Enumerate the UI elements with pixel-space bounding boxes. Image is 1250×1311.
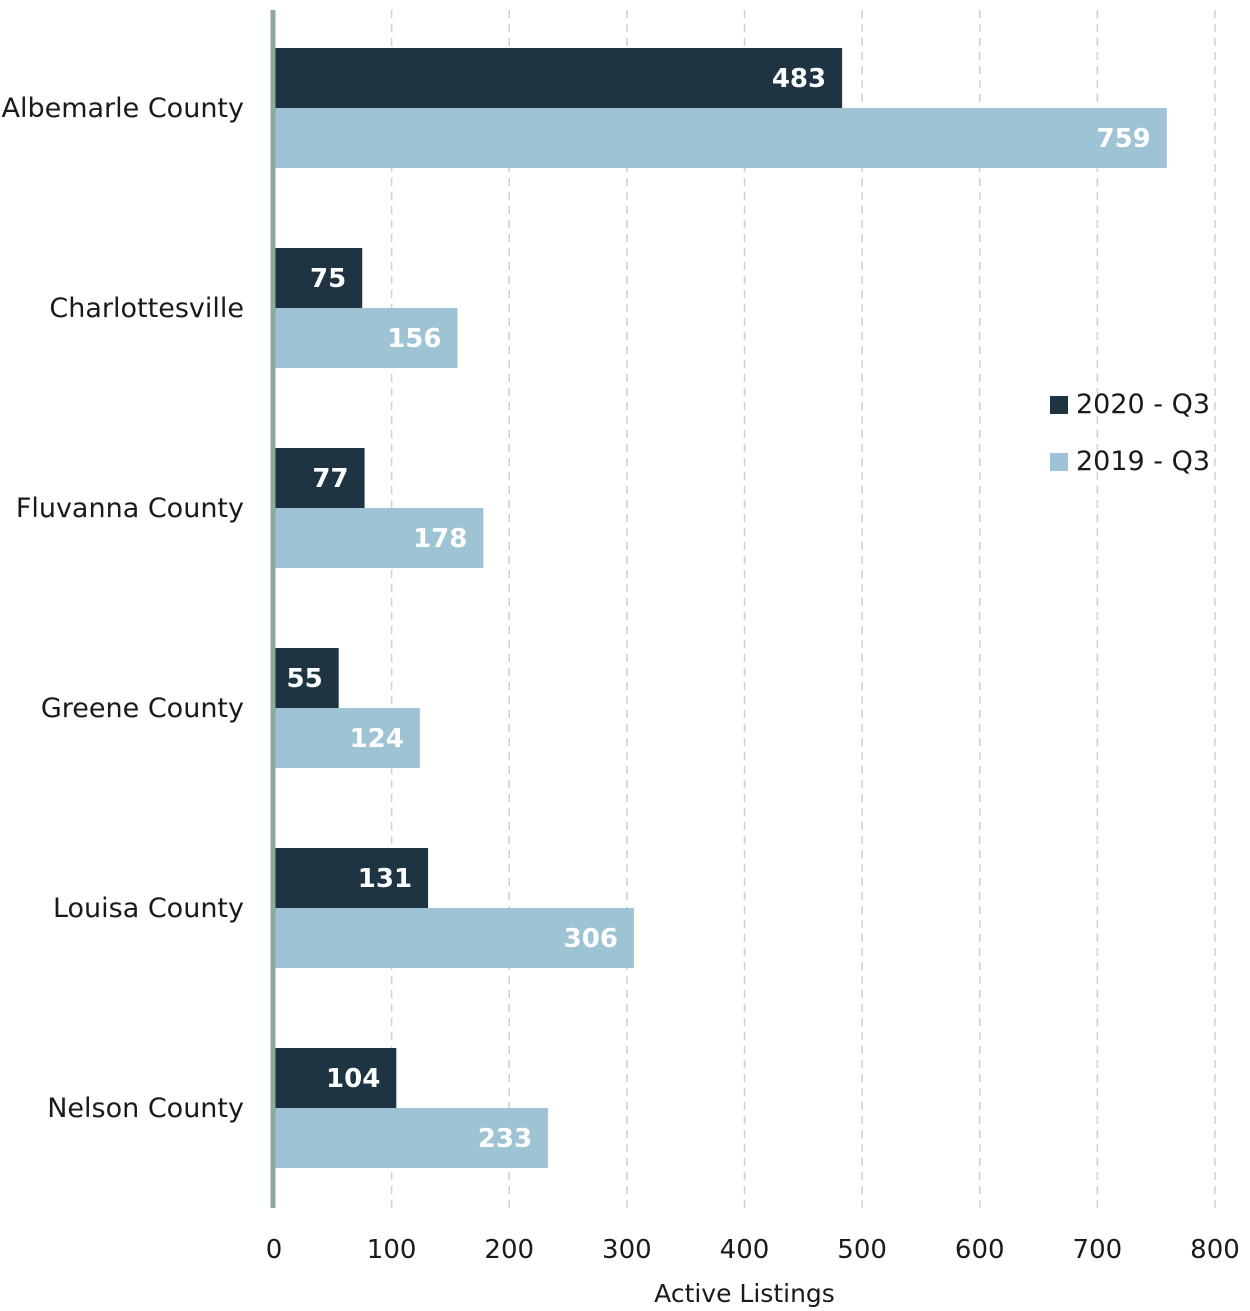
bar bbox=[275, 248, 363, 308]
legend-label: 2019 - Q3 bbox=[1076, 446, 1210, 477]
category-label: Charlottesville bbox=[49, 293, 244, 324]
x-tick-label: 500 bbox=[837, 1235, 887, 1265]
category-label: Nelson County bbox=[47, 1093, 244, 1124]
legend-swatch bbox=[1050, 453, 1068, 471]
category-label: Albemarle County bbox=[1, 93, 244, 124]
data-label: 483 bbox=[772, 64, 826, 94]
x-tick-label: 400 bbox=[720, 1235, 770, 1265]
bar bbox=[275, 1108, 549, 1168]
x-tick-label: 600 bbox=[955, 1235, 1005, 1265]
x-tick-label: 300 bbox=[602, 1235, 652, 1265]
legend: 2020 - Q3 2019 - Q3 bbox=[1050, 389, 1210, 477]
bar bbox=[275, 448, 365, 508]
data-labels: 483 759 75 156 77 178 55 124 131 306 104 233 bbox=[287, 64, 1151, 1154]
category-label: Fluvanna County bbox=[16, 493, 244, 524]
data-label: 131 bbox=[358, 864, 412, 894]
x-axis-ticks: 0 100 200 300 400 500 600 700 800 bbox=[266, 1235, 1240, 1265]
x-tick-label: 100 bbox=[367, 1235, 417, 1265]
category-labels: Albemarle County Charlottesville Fluvanna … bbox=[1, 93, 244, 1124]
x-axis-title: Active Listings bbox=[654, 1279, 835, 1308]
data-label: 156 bbox=[387, 324, 441, 354]
bar bbox=[275, 848, 429, 908]
data-label: 124 bbox=[350, 724, 404, 754]
legend-label: 2020 - Q3 bbox=[1076, 389, 1210, 420]
category-label: Greene County bbox=[41, 693, 244, 724]
data-label: 75 bbox=[310, 264, 346, 294]
category-label: Louisa County bbox=[53, 893, 244, 924]
bars bbox=[275, 48, 1167, 1168]
bar bbox=[275, 708, 420, 768]
gridlines bbox=[390, 10, 1216, 1208]
x-tick-label: 0 bbox=[266, 1235, 283, 1265]
data-label: 306 bbox=[564, 924, 618, 954]
legend-swatch bbox=[1050, 396, 1068, 414]
data-label: 233 bbox=[478, 1124, 532, 1154]
bar bbox=[275, 908, 634, 968]
data-label: 759 bbox=[1096, 124, 1150, 154]
data-label: 55 bbox=[287, 664, 323, 694]
data-label: 77 bbox=[312, 464, 348, 494]
x-tick-label: 700 bbox=[1073, 1235, 1123, 1265]
bar bbox=[275, 48, 843, 108]
data-label: 178 bbox=[413, 524, 467, 554]
x-tick-label: 200 bbox=[484, 1235, 534, 1265]
bar bbox=[275, 108, 1167, 168]
x-tick-label: 800 bbox=[1190, 1235, 1240, 1265]
bar bbox=[275, 308, 458, 368]
data-label: 104 bbox=[326, 1064, 380, 1094]
bar bbox=[275, 1048, 397, 1108]
bar bbox=[275, 508, 484, 568]
bar bbox=[275, 648, 339, 708]
